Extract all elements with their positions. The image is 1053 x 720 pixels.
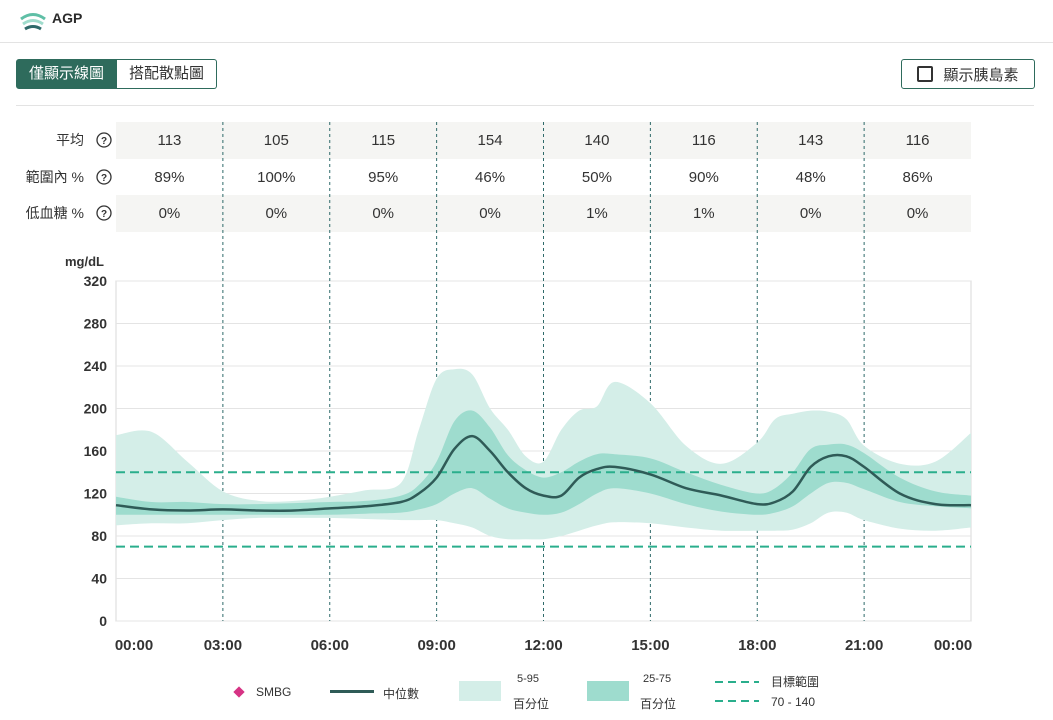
x-tick-label: 00:00	[934, 637, 972, 654]
stats-row-label: 平均	[56, 132, 84, 148]
agp-chart: 平均? 113 105 115 154 140 116 143 116 範圍內 %? 89% 100%…	[26, 122, 972, 654]
agp-logo-icon	[20, 13, 46, 31]
checkbox-icon[interactable]	[917, 66, 934, 82]
stats-cell: 1%	[693, 205, 715, 222]
help-icon	[96, 169, 112, 185]
stats-table: 平均? 113 105 115 154 140 116 143 116 範圍內 %? 89% 100%…	[26, 122, 971, 232]
x-tick-label: 21:00	[845, 637, 883, 654]
stats-cell: 140	[584, 132, 609, 149]
x-tick-label: 18:00	[738, 637, 776, 654]
stats-cell: 50%	[582, 169, 612, 186]
stats-cell: 0%	[265, 205, 287, 222]
help-icon-glyph: ?	[101, 173, 107, 184]
stats-cell: 116	[906, 132, 930, 149]
legend-outer-band-top: 5-95	[517, 673, 540, 685]
stats-cell: 46%	[475, 169, 505, 186]
x-tick-label: 12:00	[524, 637, 562, 654]
x-tick-label: 06:00	[311, 637, 349, 654]
percentile-bands	[116, 368, 971, 540]
show-insulin-toggle[interactable]: 顯示胰島素	[901, 59, 1035, 89]
stats-cell: 95%	[368, 169, 398, 186]
legend-target-swatch	[715, 681, 759, 702]
show-insulin-label: 顯示胰島素	[943, 66, 1019, 84]
legend-inner-band-swatch	[587, 681, 629, 701]
view-toggle-group: 僅顯示線圖 搭配散點圖	[16, 59, 218, 89]
legend-outer-band-swatch	[459, 681, 501, 701]
stats-cell: 116	[692, 132, 716, 149]
legend-smbg-label: SMBG	[256, 685, 292, 699]
smbg-diamond-icon	[233, 686, 245, 698]
stats-row-label: 低血糖 %	[26, 205, 84, 221]
help-icon	[96, 132, 112, 148]
stats-cell: 154	[478, 132, 503, 149]
legend-outer-band-bottom: 百分位	[513, 697, 550, 711]
stats-cell: 113	[157, 132, 181, 149]
y-tick-label: 80	[91, 528, 107, 544]
y-tick-label: 120	[84, 486, 108, 502]
stats-row-label: 範圍內 %	[26, 169, 84, 185]
chart-lines	[115, 434, 972, 548]
stats-cell: 0%	[907, 205, 929, 222]
y-tick-label: 280	[84, 316, 108, 332]
x-tick-label: 09:00	[417, 637, 455, 654]
legend-target-top: 目標範圍	[771, 675, 820, 689]
x-tick-label: 15:00	[631, 637, 669, 654]
y-tick-label: 200	[84, 401, 108, 417]
y-tick-label: 160	[84, 443, 108, 459]
stats-cell: 89%	[154, 169, 184, 186]
divider	[16, 105, 1034, 106]
help-icon-glyph: ?	[101, 209, 107, 220]
stats-cell: 90%	[689, 169, 719, 186]
stats-cell: 48%	[796, 169, 826, 186]
legend-median-swatch	[330, 690, 374, 693]
y-tick-label: 40	[91, 571, 107, 587]
y-axis-label: mg/dL	[65, 254, 104, 269]
toggle-with-scatter[interactable]: 搭配散點圖	[117, 59, 218, 89]
stats-cell: 0%	[159, 205, 181, 222]
stats-cell: 115	[371, 132, 395, 149]
y-tick-label: 320	[84, 273, 108, 289]
legend-inner-band-bottom: 百分位	[640, 697, 677, 711]
x-tick-label: 00:00	[115, 637, 153, 654]
y-tick-label: 0	[99, 613, 107, 629]
chart-axes: mg/dL 320 280 240 200 160 120 80 40 0 00:00 03:00 06…	[65, 254, 972, 654]
help-icon	[96, 205, 112, 221]
stats-cell: 0%	[372, 205, 394, 222]
y-tick-label: 240	[84, 358, 108, 374]
stats-cell: 0%	[800, 205, 822, 222]
stats-cell: 1%	[586, 205, 608, 222]
help-icon-glyph: ?	[101, 136, 107, 147]
app-header: AGP	[0, 0, 1053, 43]
stats-cell: 105	[264, 132, 289, 149]
stats-cell: 0%	[479, 205, 501, 222]
app-title: AGP	[52, 10, 83, 26]
x-tick-label: 03:00	[204, 637, 242, 654]
stats-cell: 143	[798, 132, 823, 149]
legend-target-bottom: 70 - 140	[771, 695, 816, 709]
legend-inner-band-top: 25-75	[643, 673, 672, 685]
chart-legend: SMBG 中位數 5-95 百分位 25-75 百分位 目標範圍 70 - 14…	[0, 668, 1053, 720]
stats-cell: 100%	[257, 169, 295, 186]
toggle-line-only[interactable]: 僅顯示線圖	[16, 59, 118, 89]
legend-median-label: 中位數	[383, 687, 420, 701]
median-line	[115, 434, 972, 512]
band-25-75	[116, 410, 971, 515]
stats-cell: 86%	[903, 169, 933, 186]
